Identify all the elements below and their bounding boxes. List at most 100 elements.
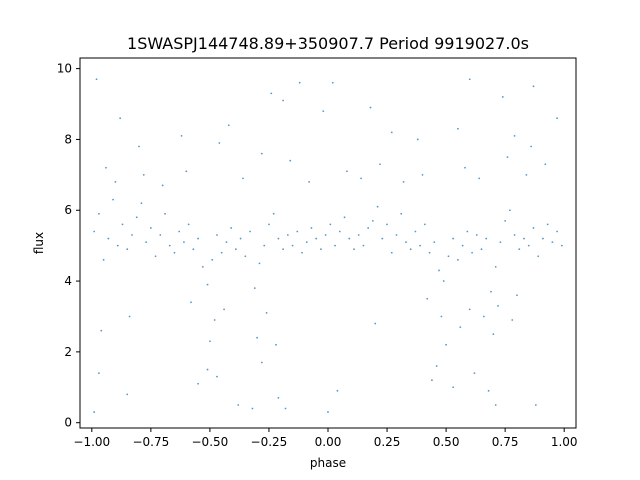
data-point <box>468 78 471 81</box>
data-point <box>126 393 129 396</box>
data-point <box>336 389 339 392</box>
data-point <box>135 216 138 219</box>
data-point <box>379 163 381 166</box>
data-point <box>223 308 225 311</box>
data-point <box>513 234 516 236</box>
data-point <box>530 145 533 148</box>
data-point <box>138 145 140 148</box>
data-point <box>473 372 476 375</box>
data-point <box>197 382 200 385</box>
data-point <box>260 361 263 364</box>
data-point <box>102 258 105 261</box>
data-point <box>324 234 327 236</box>
data-point <box>513 134 516 137</box>
data-point <box>95 78 98 81</box>
x-axis-ticks: −1.00 −0.75 −0.50 −0.25 0.00 0.25 0.50 0.75 1.00 <box>73 428 578 449</box>
data-point <box>220 251 223 254</box>
data-point <box>374 322 377 325</box>
data-point <box>419 244 422 247</box>
data-point <box>227 124 230 127</box>
y-axis-label: flux <box>32 232 46 254</box>
data-point <box>216 375 218 378</box>
data-point <box>315 237 318 240</box>
data-point <box>149 227 152 229</box>
data-point <box>346 170 348 173</box>
data-point <box>452 237 455 240</box>
data-point <box>298 81 301 84</box>
data-point <box>282 99 285 102</box>
data-point <box>270 92 273 95</box>
data-point <box>116 244 119 247</box>
data-point <box>119 117 122 120</box>
data-point <box>452 386 455 389</box>
data-point <box>440 315 443 318</box>
data-point <box>320 248 322 251</box>
data-point <box>161 184 164 187</box>
data-point <box>497 304 499 307</box>
data-point <box>164 212 166 215</box>
data-point <box>206 283 209 286</box>
data-point <box>272 212 275 215</box>
data-point <box>480 248 483 251</box>
data-point <box>275 343 277 346</box>
data-point <box>284 407 287 410</box>
data-point <box>442 280 445 282</box>
data-point <box>414 230 417 233</box>
data-point <box>310 227 313 229</box>
data-point <box>100 329 103 332</box>
data-point <box>362 244 365 247</box>
data-point <box>249 230 251 233</box>
data-point <box>546 223 549 226</box>
data-point <box>234 248 237 251</box>
data-point <box>402 181 405 183</box>
data-point <box>501 96 504 98</box>
data-point <box>551 241 554 244</box>
data-point <box>225 241 228 244</box>
data-point <box>499 241 502 244</box>
data-point <box>537 255 540 258</box>
x-tick-label: −0.75 <box>132 435 169 449</box>
data-point <box>457 127 459 130</box>
data-point <box>98 372 100 375</box>
data-point <box>128 315 131 318</box>
data-point <box>178 230 181 233</box>
data-point <box>438 269 440 272</box>
data-point <box>237 404 240 406</box>
data-point <box>114 181 117 183</box>
data-point <box>459 326 462 328</box>
y-tick-label: 2 <box>64 345 72 359</box>
data-point <box>93 411 96 413</box>
data-point <box>197 237 200 240</box>
data-point <box>126 248 129 251</box>
data-point <box>511 319 514 321</box>
data-point <box>296 230 299 233</box>
data-point <box>405 241 407 244</box>
data-point <box>327 411 329 413</box>
data-point <box>390 131 393 134</box>
x-tick-label: −0.25 <box>251 435 288 449</box>
x-tick-label: 0.75 <box>492 435 519 449</box>
data-point <box>504 219 507 222</box>
data-point <box>256 336 259 339</box>
data-point <box>560 244 563 247</box>
data-point <box>105 166 107 169</box>
data-point <box>428 251 431 254</box>
data-point <box>457 258 459 261</box>
data-point <box>461 244 464 247</box>
data-point <box>376 205 379 208</box>
data-point <box>265 312 268 314</box>
data-point <box>211 258 214 261</box>
data-point <box>242 177 244 180</box>
data-point <box>556 117 558 120</box>
data-point <box>490 290 492 293</box>
data-point <box>532 85 535 88</box>
data-point <box>544 163 547 166</box>
data-points <box>93 78 563 413</box>
y-tick-label: 8 <box>64 132 72 146</box>
data-point <box>131 234 133 236</box>
y-tick-label: 0 <box>64 416 72 430</box>
data-point <box>121 223 124 226</box>
data-point <box>494 266 497 268</box>
data-point <box>518 248 521 251</box>
